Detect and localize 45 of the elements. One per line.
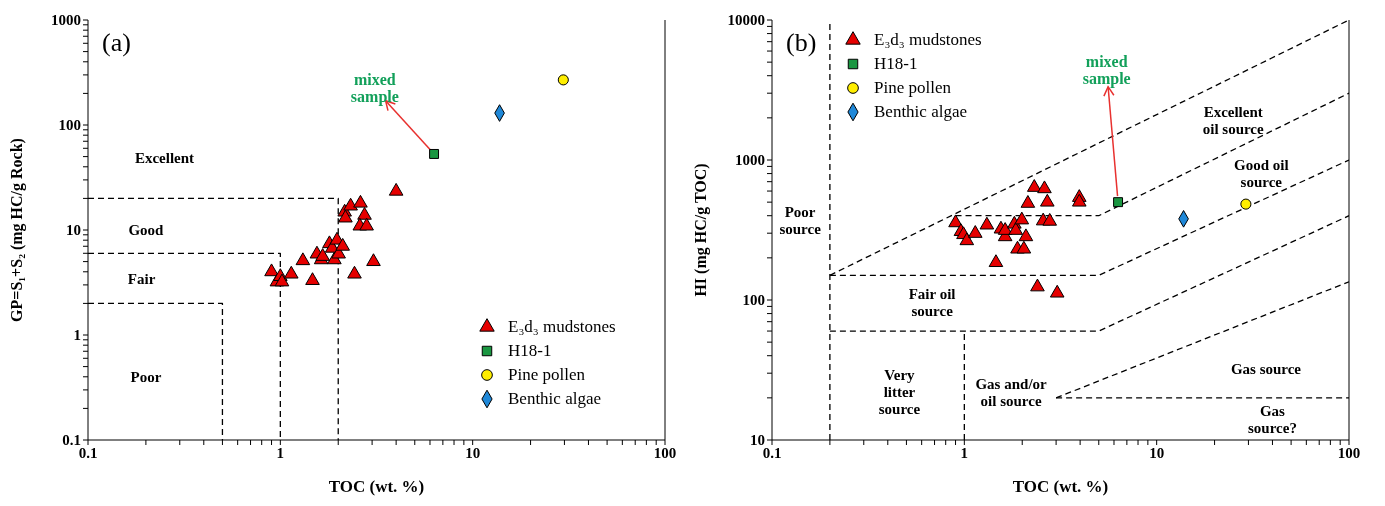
annotation: Poor	[130, 368, 162, 385]
legend-label: E₃d₃ mudstones	[508, 316, 616, 338]
chart-title: (b)	[786, 28, 817, 58]
annotation: Fair oil source	[908, 285, 956, 319]
annotation: Very litter source	[878, 367, 921, 418]
x-tick-label: 100	[1337, 444, 1361, 461]
annotation: Poor source	[779, 203, 822, 237]
y-tick-label: 10000	[727, 12, 765, 29]
annotation: Excellent	[134, 150, 195, 167]
y-tick-label: 1000	[735, 152, 765, 169]
legend-label: E₃d₃ mudstones	[874, 29, 982, 51]
x-tick-label: 0.1	[78, 444, 98, 461]
legend-label: H18-1	[508, 340, 552, 362]
y-tick-label: 10	[750, 432, 765, 449]
legend-label: Pine pollen	[874, 77, 951, 99]
chart-title: (a)	[102, 28, 131, 58]
x-axis-title: TOC (wt. %)	[1012, 477, 1109, 496]
annotation: Gas source?	[1248, 403, 1297, 437]
y-axis-title: GP=S₁+S₂ (mg HC/g Rock)	[7, 138, 26, 322]
y-axis-title: HI (mg HC/g TOC)	[691, 163, 710, 297]
x-tick-label: 1	[276, 444, 285, 461]
x-tick-label: 100	[653, 444, 677, 461]
annotation: mixed sample	[1082, 53, 1131, 89]
annotation: Good oil source	[1234, 157, 1289, 191]
annotation: Gas and/or oil source	[975, 375, 1048, 409]
annotation: Good	[128, 222, 165, 238]
x-tick-label: 10	[465, 444, 481, 461]
legend-label: Benthic algae	[874, 101, 967, 123]
y-tick-label: 0.1	[62, 432, 81, 449]
annotation: Excellent oil source	[1202, 104, 1265, 138]
legend-label: H18-1	[874, 53, 918, 75]
y-tick-label: 1	[73, 327, 81, 344]
annotation: Fair	[127, 271, 156, 288]
y-tick-label: 100	[742, 292, 765, 309]
y-tick-label: 100	[58, 117, 81, 134]
y-tick-label: 1000	[51, 12, 81, 29]
x-tick-label: 1	[960, 444, 969, 461]
x-axis-title: TOC (wt. %)	[328, 477, 425, 496]
y-tick-label: 10	[66, 222, 81, 239]
x-tick-label: 10	[1149, 444, 1165, 461]
annotation: mixed sample	[350, 71, 399, 107]
legend-label: Benthic algae	[508, 388, 601, 410]
annotation: Gas source	[1230, 361, 1302, 378]
x-tick-label: 0.1	[762, 444, 782, 461]
legend-label: Pine pollen	[508, 364, 585, 386]
